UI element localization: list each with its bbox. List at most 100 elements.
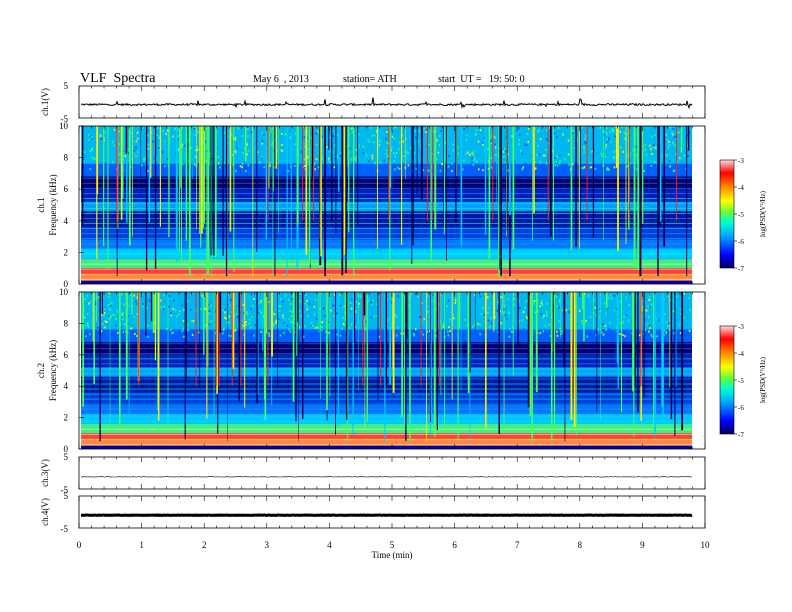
noise-speck <box>479 129 482 132</box>
noise-speck <box>315 317 318 320</box>
noise-speck <box>393 160 395 163</box>
noise-speck <box>249 318 251 321</box>
noise-speck <box>332 304 334 307</box>
noise-speck <box>414 136 417 139</box>
noise-speck <box>607 167 610 170</box>
noise-speck <box>583 146 585 149</box>
colorbar-tick-label: -3 <box>738 157 744 165</box>
noise-speck <box>191 320 193 323</box>
noise-speck <box>572 129 574 132</box>
noise-speck <box>385 152 388 155</box>
noise-speck <box>386 131 388 134</box>
noise-speck <box>222 309 224 312</box>
noise-speck <box>233 329 236 332</box>
noise-speck <box>391 135 394 138</box>
y-tick-label: 2 <box>64 413 69 423</box>
noise-speck <box>482 141 484 144</box>
noise-speck <box>172 307 174 310</box>
noise-speck <box>585 134 587 137</box>
noise-speck <box>534 311 536 314</box>
noise-speck <box>306 147 309 150</box>
noise-speck <box>468 153 471 156</box>
noise-speck <box>449 318 451 321</box>
noise-speck <box>340 304 342 307</box>
noise-speck <box>321 157 323 160</box>
noise-speck <box>105 321 108 324</box>
noise-speck <box>392 126 394 129</box>
noise-speck <box>522 166 525 169</box>
noise-speck <box>394 126 397 129</box>
noise-speck <box>339 334 342 337</box>
noise-speck <box>208 323 210 326</box>
noise-speck <box>333 166 336 169</box>
noise-speck <box>390 301 393 304</box>
noise-speck <box>668 159 671 162</box>
noise-speck <box>164 165 166 168</box>
noise-speck <box>682 144 685 147</box>
noise-speck <box>594 306 597 309</box>
noise-speck <box>664 313 666 316</box>
noise-speck <box>666 139 669 142</box>
noise-speck <box>233 302 236 305</box>
noise-speck <box>239 165 242 168</box>
noise-speck <box>352 162 354 165</box>
noise-speck <box>273 149 276 152</box>
noise-speck <box>413 334 416 337</box>
noise-speck <box>665 133 668 136</box>
noise-speck <box>133 316 136 319</box>
noise-speck <box>328 329 330 332</box>
noise-speck <box>391 130 393 133</box>
noise-speck <box>133 149 136 152</box>
noise-speck <box>420 321 423 324</box>
noise-speck <box>281 144 283 147</box>
noise-speck <box>611 128 613 131</box>
noise-speck <box>473 159 475 162</box>
y-tick-label: 6 <box>64 350 69 360</box>
noise-speck <box>346 145 348 148</box>
noise-speck <box>300 150 302 153</box>
noise-speck <box>100 137 103 140</box>
noise-speck <box>142 303 144 306</box>
noise-speck <box>371 157 374 160</box>
noise-speck <box>590 168 593 171</box>
noise-speck <box>435 328 437 331</box>
noise-speck <box>337 155 339 158</box>
noise-speck <box>647 305 650 308</box>
noise-speck <box>293 163 296 166</box>
noise-speck <box>583 150 585 153</box>
noise-speck <box>465 138 468 141</box>
noise-speck <box>556 136 558 139</box>
noise-speck <box>589 162 592 165</box>
noise-speck <box>371 154 374 157</box>
noise-speck <box>513 303 515 306</box>
noise-speck <box>355 309 357 312</box>
y-tick-label: -5 <box>61 114 69 124</box>
noise-speck <box>142 305 144 308</box>
noise-speck <box>355 301 358 304</box>
noise-speck <box>465 153 467 156</box>
noise-speck <box>629 162 631 165</box>
noise-speck <box>211 330 213 333</box>
noise-speck <box>306 156 309 159</box>
noise-speck <box>171 332 173 335</box>
noise-speck <box>679 157 681 160</box>
noise-speck <box>507 169 509 172</box>
noise-speck <box>436 139 438 142</box>
noise-speck <box>399 141 401 144</box>
noise-speck <box>321 329 323 332</box>
noise-speck <box>648 316 650 319</box>
noise-speck <box>307 315 309 318</box>
noise-speck <box>518 138 521 141</box>
noise-speck <box>328 157 330 160</box>
noise-speck <box>644 328 647 331</box>
noise-speck <box>242 134 244 137</box>
noise-speck <box>310 136 313 139</box>
noise-speck <box>613 166 616 169</box>
frequency-band <box>81 163 692 177</box>
noise-speck <box>143 157 146 160</box>
noise-speck <box>488 296 490 299</box>
noise-speck <box>306 308 308 311</box>
noise-speck <box>657 319 660 322</box>
frequency-band <box>81 433 692 440</box>
noise-speck <box>354 311 357 314</box>
